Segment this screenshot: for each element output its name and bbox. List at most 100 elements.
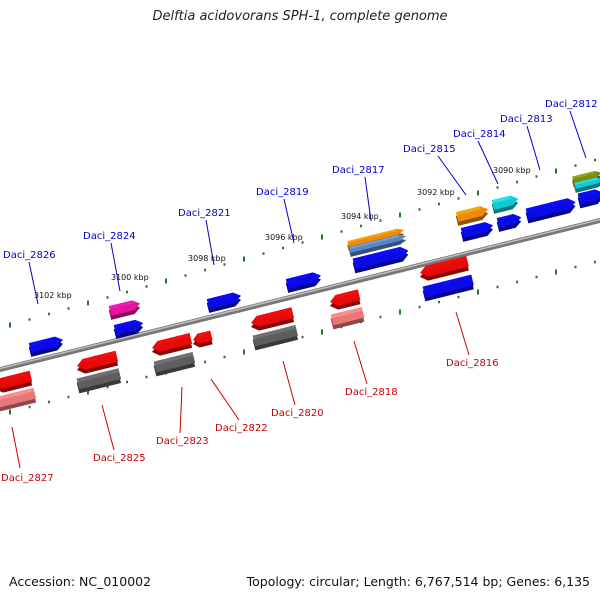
gene-label-daci-2819[interactable]: Daci_2819 bbox=[256, 187, 309, 198]
gene-arrow-daci-2819-shine bbox=[285, 272, 314, 283]
gene-arrow-daci-2817-shine bbox=[352, 246, 402, 263]
leader-upper-3 bbox=[283, 198, 295, 244]
ruler-label-3094: 3094 kbp bbox=[341, 212, 379, 221]
gene-arrow-daci-2824-shine bbox=[113, 319, 136, 329]
gene-arrow-orange-2-shine bbox=[455, 206, 481, 216]
gene-arrow-daci-2825-shine bbox=[82, 350, 117, 363]
accession-text: Accession: NC_010002 bbox=[9, 574, 152, 589]
gene-arrow-daci-2824 bbox=[113, 319, 144, 339]
gene-arrow-steel-shine bbox=[349, 234, 400, 250]
gene-arrow-daci-2825-rna bbox=[76, 368, 122, 394]
ruler-label-3096: 3096 kbp bbox=[265, 233, 303, 242]
ruler-label-3100: 3100 kbp bbox=[111, 273, 149, 282]
gene-arrow-daci-2826-shine bbox=[28, 336, 56, 347]
gene-arrow-steel-body bbox=[349, 234, 407, 253]
gene-arrow-daci-2812 bbox=[577, 189, 600, 209]
leader-lower-2 bbox=[179, 386, 183, 434]
gene-arrow-daci-2820-rna-shine bbox=[252, 325, 297, 340]
gene-label-daci-2820[interactable]: Daci_2820 bbox=[271, 408, 324, 419]
gene-arrow-daci-2827 bbox=[0, 370, 33, 393]
gene-label-daci-2825[interactable]: Daci_2825 bbox=[93, 453, 146, 464]
ruler-label-3098: 3098 kbp bbox=[188, 254, 226, 263]
leader-lower-4 bbox=[282, 360, 296, 406]
gene-arrow-daci-2823-shine bbox=[157, 333, 191, 345]
gene-label-daci-2815[interactable]: Daci_2815 bbox=[403, 144, 456, 155]
gene-arrow-daci-2823-rna bbox=[153, 352, 196, 377]
gene-arrow-olive-shine bbox=[572, 171, 596, 179]
gene-arrow-steel bbox=[349, 234, 407, 257]
leader-lower-0 bbox=[11, 426, 21, 469]
gene-arrow-magenta-shine bbox=[108, 300, 133, 310]
gene-arrow-daci-2825 bbox=[77, 350, 119, 374]
gene-arrow-daci-2816-blue-shine bbox=[422, 274, 473, 291]
gene-arrow-cyan-2 bbox=[574, 177, 600, 193]
gene-label-daci-2816[interactable]: Daci_2816 bbox=[446, 358, 499, 369]
gene-arrow-daci-2820-shine bbox=[256, 307, 293, 320]
ruler-label-3090: 3090 kbp bbox=[493, 166, 531, 175]
ruler-label-3092: 3092 kbp bbox=[417, 188, 455, 197]
gene-arrow-cyan-shine bbox=[491, 195, 512, 204]
gene-arrow-daci-2813-shine bbox=[525, 198, 569, 213]
gene-arrow-daci-2825-rna-shine bbox=[76, 368, 120, 383]
gene-arrow-daci-2820 bbox=[251, 307, 295, 331]
gene-arrow-daci-2818 bbox=[330, 289, 361, 310]
gene-label-daci-2827[interactable]: Daci_2827 bbox=[1, 473, 54, 484]
gene-arrow-daci-2814-shine bbox=[496, 214, 515, 222]
leader-lower-5 bbox=[353, 340, 368, 385]
gene-label-daci-2812[interactable]: Daci_2812 bbox=[545, 99, 598, 110]
gene-label-daci-2817[interactable]: Daci_2817 bbox=[332, 165, 385, 176]
gene-arrow-daci-2823-rna-shine bbox=[153, 352, 194, 366]
gene-arrow-daci-2822-shine bbox=[197, 330, 212, 338]
gene-arrow-daci-2821 bbox=[206, 292, 241, 313]
gene-arrow-daci-2822 bbox=[193, 330, 213, 348]
gene-arrow-orange-body bbox=[347, 228, 405, 247]
gene-arrow-daci-2817-body bbox=[352, 246, 409, 270]
leader-lower-1 bbox=[101, 404, 115, 451]
gene-arrow-orange-shine bbox=[347, 228, 398, 244]
gene-arrow-daci-2815-body bbox=[460, 222, 494, 238]
gene-label-daci-2826[interactable]: Daci_2826 bbox=[3, 250, 56, 261]
gene-arrow-daci-2819-body bbox=[285, 272, 321, 289]
ruler-label-3102: 3102 kbp bbox=[34, 291, 72, 300]
gene-arrow-daci-2818-pseudo bbox=[330, 306, 365, 330]
gene-arrow-steel-side bbox=[349, 238, 407, 257]
genome-backbone-highlight bbox=[0, 218, 600, 370]
gene-arrow-daci-2817 bbox=[352, 246, 409, 274]
map-title: Delftia acidovorans SPH-1, complete geno… bbox=[152, 9, 448, 24]
genome-backbone bbox=[0, 217, 600, 373]
leader-upper-2 bbox=[205, 219, 215, 266]
leader-upper-7 bbox=[526, 125, 541, 171]
gene-arrow-cyan-2-shine bbox=[574, 177, 598, 186]
leader-upper-0 bbox=[28, 261, 39, 305]
gene-label-daci-2814[interactable]: Daci_2814 bbox=[453, 129, 506, 140]
gene-arrow-daci-2815 bbox=[460, 222, 494, 242]
gene-arrow-cyan bbox=[491, 195, 519, 214]
gene-arrow-daci-2813 bbox=[525, 198, 576, 224]
gene-arrow-daci-2820-rna bbox=[252, 325, 299, 351]
gene-label-daci-2823[interactable]: Daci_2823 bbox=[156, 436, 209, 447]
gene-arrow-magenta bbox=[108, 300, 141, 320]
leader-upper-8 bbox=[569, 110, 587, 159]
gene-label-daci-2813[interactable]: Daci_2813 bbox=[500, 114, 553, 125]
leader-upper-6 bbox=[477, 140, 499, 185]
gene-arrow-daci-2821-body bbox=[206, 292, 241, 309]
gene-label-daci-2818[interactable]: Daci_2818 bbox=[345, 387, 398, 398]
gene-arrow-olive-body bbox=[572, 171, 600, 184]
gene-arrow-daci-2816 bbox=[420, 255, 469, 281]
gene-arrow-daci-2827-pseudo-shine bbox=[0, 387, 35, 401]
gene-arrow-daci-2815-shine bbox=[460, 222, 486, 232]
gene-arrow-daci-2816-shine bbox=[425, 255, 468, 270]
leader-lower-6 bbox=[455, 311, 470, 356]
gene-label-daci-2821[interactable]: Daci_2821 bbox=[178, 208, 231, 219]
gene-arrow-daci-2826 bbox=[28, 336, 63, 357]
gene-arrow-daci-2818-pseudo-shine bbox=[330, 306, 363, 319]
gene-label-daci-2824[interactable]: Daci_2824 bbox=[83, 231, 136, 242]
genome-summary-text: Topology: circular; Length: 6,767,514 bp… bbox=[246, 574, 590, 589]
gene-arrow-orange-2 bbox=[455, 206, 489, 226]
gene-label-daci-2822[interactable]: Daci_2822 bbox=[215, 423, 268, 434]
gene-arrow-daci-2818-shine bbox=[335, 289, 359, 299]
gene-arrow-daci-2812-shine bbox=[577, 189, 597, 198]
leader-upper-5 bbox=[437, 155, 467, 196]
gene-arrow-daci-2826-body bbox=[28, 336, 63, 353]
leader-upper-1 bbox=[110, 242, 121, 292]
